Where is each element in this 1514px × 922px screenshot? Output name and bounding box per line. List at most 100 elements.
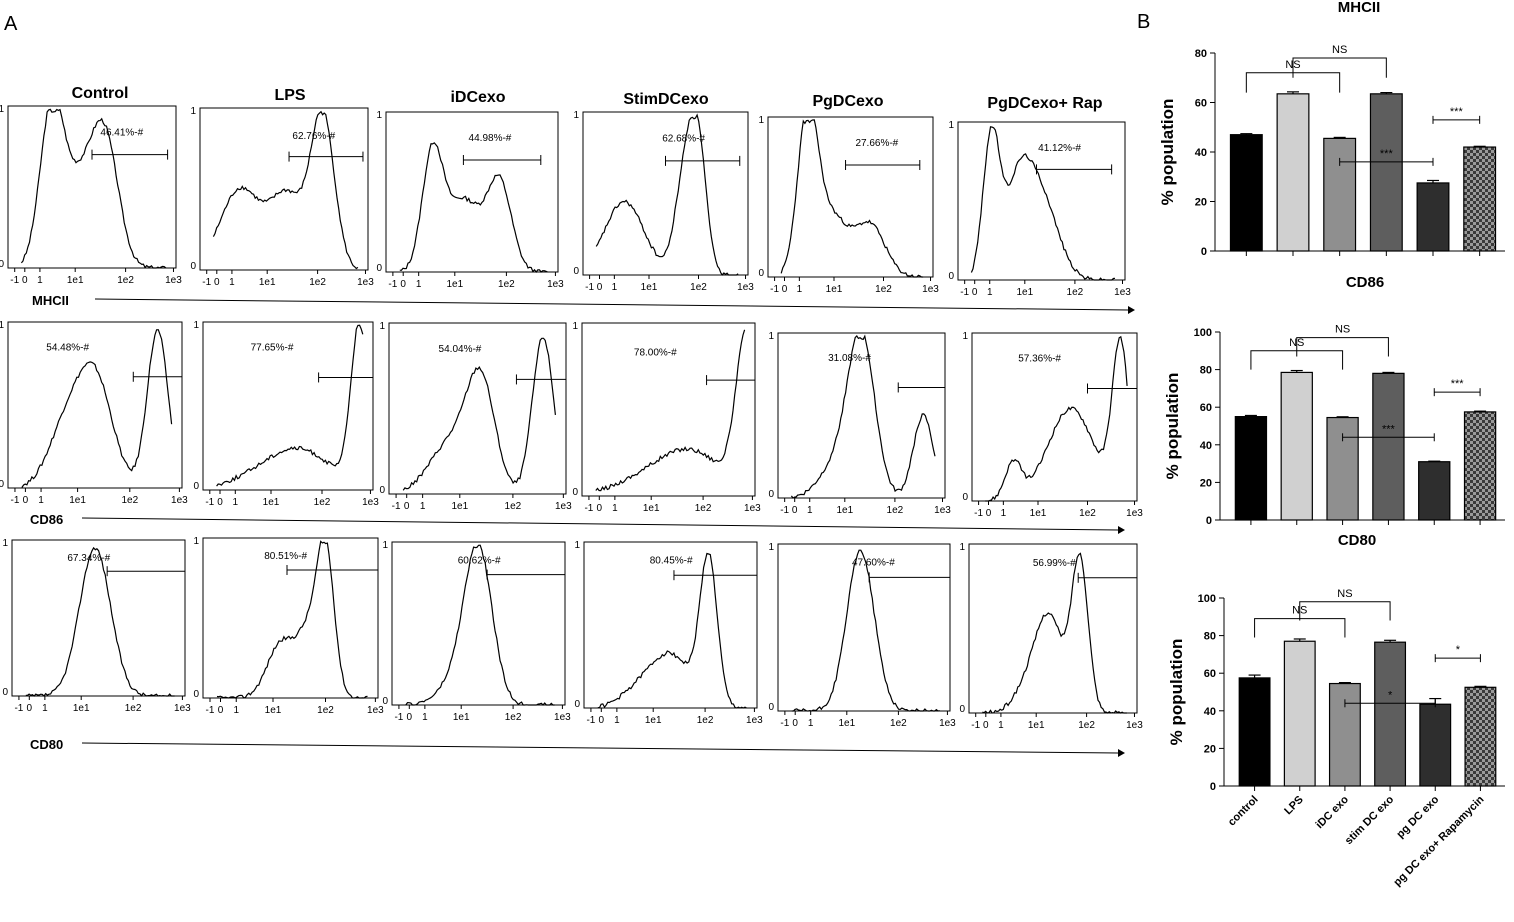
x-tick-label: -1 <box>584 503 593 514</box>
gate-percentage: 62.76%-# <box>292 131 335 142</box>
y-axis-label: % population <box>1163 373 1182 480</box>
x-category-label: pg DC exo+ Rapamycin <box>1391 793 1486 888</box>
x-tick-label: 0 <box>792 505 798 516</box>
x-tick-label: 1e2 <box>498 279 515 290</box>
x-tick-label: 1 <box>229 277 235 288</box>
x-tick-label: 1e3 <box>934 505 951 516</box>
y-tick-label: 1 <box>193 536 199 547</box>
gate-percentage: 31.08%-# <box>828 353 871 364</box>
x-tick-label: -1 <box>780 718 789 729</box>
histogram-frame <box>202 537 379 699</box>
x-tick-label: 1e3 <box>547 279 564 290</box>
y-tick-label: 0 <box>573 266 579 277</box>
bar-idc-exo <box>1326 416 1359 521</box>
x-tick-label: 1e1 <box>265 705 282 716</box>
significance-bracket: *** <box>1432 106 1481 124</box>
bar-lps <box>1283 640 1316 787</box>
x-tick-label: 1e3 <box>1114 287 1131 298</box>
significance-bracket: * <box>1344 689 1436 708</box>
y-tick-label: 1 <box>768 542 774 553</box>
row-label-cd80: CD80 <box>30 737 63 752</box>
column-title-stimdcexo: StimDCexo <box>623 91 709 108</box>
y-tick-label: 0 <box>768 702 774 713</box>
x-tick-label: 0 <box>400 279 406 290</box>
histogram-trace <box>20 108 167 269</box>
bar-chart-title: CD86 <box>1346 274 1384 291</box>
y-tick-label: 1 <box>190 106 196 117</box>
x-tick-label: 1 <box>420 501 426 512</box>
column-titles: Control LPS iDCexo StimDCexo PgDCexo PgD… <box>72 85 1103 112</box>
x-tick-label: 1e2 <box>887 505 904 516</box>
x-tick-label: 1e1 <box>838 718 855 729</box>
x-tick-label: 1e1 <box>73 703 90 714</box>
significance-label: * <box>1456 644 1461 656</box>
panel-letter-b: B <box>1137 11 1150 33</box>
y-tick-label: 0 <box>1210 781 1216 793</box>
y-tick-label: 0 <box>0 479 4 490</box>
histogram-trace <box>216 324 364 487</box>
cd80-arrow-line <box>81 742 1119 754</box>
x-category-label: control <box>1226 794 1261 829</box>
x-tick-label: 1e1 <box>67 275 84 286</box>
x-tick-label: 1e2 <box>1079 508 1096 519</box>
x-tick-label: 1e2 <box>890 718 907 729</box>
x-tick-label: 1e1 <box>826 284 843 295</box>
x-tick-label: 0 <box>792 718 798 729</box>
y-tick-label: 0 <box>379 485 385 496</box>
y-tick-label: 1 <box>0 104 4 115</box>
x-tick-label: -1 <box>770 284 779 295</box>
y-tick-label: 1 <box>2 538 8 549</box>
panel-letter-a: A <box>4 13 18 35</box>
x-tick-label: 1 <box>612 503 618 514</box>
x-tick-label: 1 <box>987 287 993 298</box>
y-tick-label: 80 <box>1200 365 1212 377</box>
histogram-trace <box>399 142 548 273</box>
significance-bracket: *** <box>1339 148 1434 166</box>
significance-label: *** <box>1380 148 1394 160</box>
significance-label: * <box>1388 689 1393 701</box>
cd86-arrow-head <box>1118 526 1125 534</box>
x-tick-label: 1 <box>998 720 1004 731</box>
x-tick-label: -1 <box>971 720 980 731</box>
significance-label: NS <box>1337 588 1352 600</box>
bar-control <box>1238 677 1271 787</box>
y-tick-label: 60 <box>1204 668 1216 680</box>
x-tick-label: 0 <box>983 720 989 731</box>
x-tick-label: 1 <box>37 275 43 286</box>
column-title-idcexo: iDCexo <box>450 89 505 106</box>
x-tick-label: 1e1 <box>446 279 463 290</box>
y-tick-label: 0 <box>768 489 774 500</box>
y-tick-label: 0 <box>574 699 580 710</box>
x-tick-label: 1 <box>422 712 428 723</box>
x-tick-label: 1e2 <box>690 282 707 293</box>
y-tick-label: 100 <box>1198 593 1216 605</box>
x-tick-label: 1e2 <box>317 705 334 716</box>
x-tick-label: 1e3 <box>746 715 763 726</box>
y-tick-label: 1 <box>0 320 4 331</box>
x-tick-label: -1 <box>11 495 20 506</box>
x-tick-label: 1e2 <box>695 503 712 514</box>
histogram-frame <box>968 543 1138 714</box>
y-tick-label: 1 <box>962 331 968 342</box>
x-tick-label: 0 <box>972 287 978 298</box>
y-tick-label: 0 <box>758 268 764 279</box>
x-tick-label: 1e1 <box>259 277 276 288</box>
bar-lps <box>1280 371 1313 521</box>
y-tick-label: 0 <box>376 263 382 274</box>
x-tick-label: 0 <box>597 282 603 293</box>
bar-lps <box>1276 93 1310 252</box>
x-tick-label: 1 <box>612 282 618 293</box>
bar-pg-dc-exo-rapamycin <box>1463 146 1497 252</box>
y-tick-label: 1 <box>382 540 388 551</box>
bar-pg-dc-exo-rapamycin <box>1464 686 1497 787</box>
y-tick-label: 0 <box>1201 246 1207 258</box>
histogram-trace <box>970 126 1116 281</box>
column-title-control: Control <box>72 85 129 102</box>
gate-percentage: 62.68%-# <box>662 134 705 145</box>
